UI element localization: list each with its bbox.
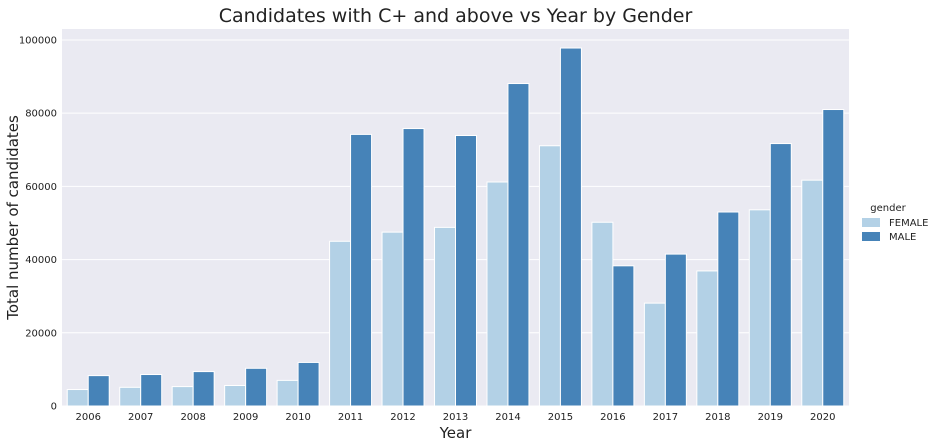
x-tick-label: 2009 (233, 412, 258, 423)
x-tick-label: 2019 (758, 412, 783, 423)
bar-male-2020 (822, 109, 845, 407)
bar-male-2015 (559, 47, 582, 407)
x-tick-label: 2007 (128, 412, 153, 423)
y-axis-ticks: 0 20000 40000 60000 80000 100000 (19, 35, 57, 412)
legend-title: gender (870, 203, 906, 214)
bar-male-2010 (297, 361, 320, 407)
x-tick-label: 2014 (495, 412, 520, 423)
x-tick-label: 2011 (338, 412, 363, 423)
legend-label-female: FEMALE (889, 218, 928, 229)
bar-male-2016 (612, 265, 635, 407)
bar-male-2009 (245, 367, 268, 407)
x-tick-label: 2017 (653, 412, 678, 423)
bar-female-2014 (486, 181, 509, 407)
y-tick-label: 0 (51, 402, 57, 413)
x-axis-ticks: 2006 2007 2008 2009 2010 2011 2012 2013 2014 2015… (76, 412, 836, 423)
bar-female-2018 (696, 270, 719, 407)
bar-male-2008 (192, 371, 215, 407)
bar-female-2011 (329, 240, 352, 407)
bar-female-2012 (381, 231, 404, 407)
y-tick-label: 100000 (19, 35, 57, 46)
x-tick-label: 2013 (443, 412, 468, 423)
bar-male-2007 (140, 374, 163, 407)
bar-male-2006 (87, 375, 110, 407)
bar-female-2015 (538, 145, 561, 407)
x-tick-label: 2010 (285, 412, 310, 423)
bar-male-2014 (507, 83, 530, 407)
bar-female-2013 (434, 226, 457, 407)
bars (66, 47, 845, 407)
bar-female-2016 (591, 221, 614, 407)
bar-male-2011 (350, 133, 373, 407)
y-axis-label: Total number of candidates (4, 115, 22, 321)
legend-swatch-female (862, 218, 880, 227)
legend-label-male: MALE (889, 232, 916, 243)
x-tick-label: 2020 (810, 412, 835, 423)
bar-male-2013 (455, 135, 477, 407)
bar-female-2008 (171, 386, 194, 407)
x-axis-label: Year (439, 424, 473, 442)
x-tick-label: 2015 (548, 412, 573, 423)
bar-female-2006 (66, 389, 89, 407)
bar-female-2017 (643, 302, 666, 407)
legend-items: FEMALE MALE (862, 218, 928, 243)
bar-male-2018 (717, 211, 740, 407)
bar-female-2007 (119, 386, 142, 407)
y-tick-label: 40000 (25, 255, 57, 266)
x-tick-label: 2006 (76, 412, 101, 423)
y-tick-label: 20000 (25, 328, 57, 339)
chart-title: Candidates with C+ and above vs Year by … (219, 5, 693, 27)
y-tick-label: 60000 (25, 182, 57, 193)
bar-female-2009 (224, 385, 247, 407)
bar-male-2019 (769, 143, 792, 407)
bar-male-2012 (402, 128, 425, 407)
y-tick-label: 80000 (25, 109, 57, 120)
bar-female-2020 (801, 179, 824, 407)
legend: gender FEMALE MALE (862, 203, 928, 243)
x-tick-label: 2008 (180, 412, 205, 423)
legend-swatch-male (862, 232, 880, 241)
x-tick-label: 2016 (600, 412, 625, 423)
bar-female-2019 (748, 209, 771, 407)
bar-female-2010 (276, 379, 299, 407)
bar-male-2017 (664, 253, 687, 407)
x-tick-label: 2012 (390, 412, 415, 423)
x-tick-label: 2018 (705, 412, 730, 423)
